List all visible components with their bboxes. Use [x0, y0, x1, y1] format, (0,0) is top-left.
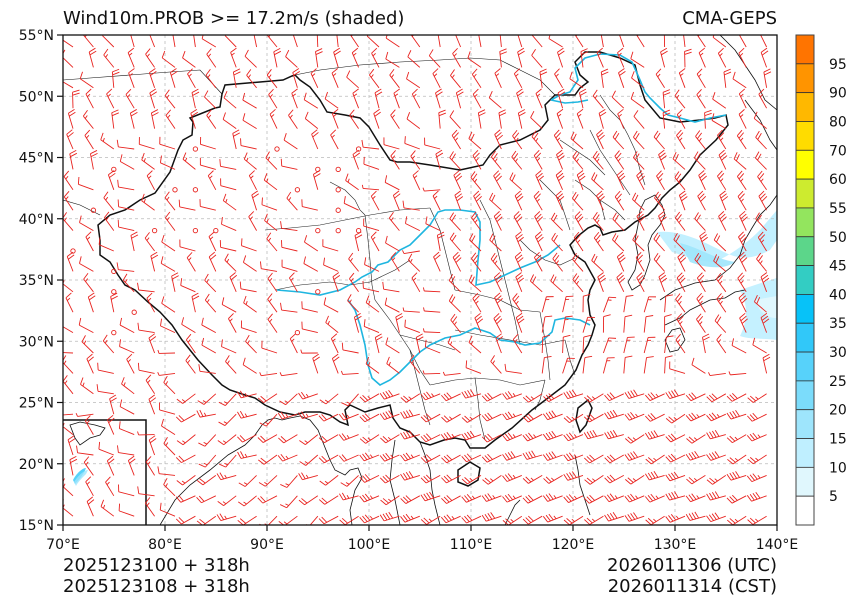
x-tick-label: 140°E	[756, 537, 799, 553]
x-tick-label: 90°E	[250, 537, 284, 553]
model-name: CMA-GEPS	[682, 8, 777, 29]
axis-ticks: 70°E 80°E 90°E 100°E 110°E 120°E 130°E 140°E 15°…	[19, 28, 799, 553]
colorbar-label: 55	[829, 201, 847, 217]
colorbar-bin	[795, 438, 815, 468]
colorbar-label: 15	[829, 432, 847, 448]
colorbar-label: 30	[829, 345, 847, 361]
valid-cst: 2026011314 (CST)	[607, 576, 777, 597]
x-tick-label: 110°E	[450, 537, 493, 553]
colorbar-bin	[795, 34, 815, 65]
init-cst: 2025123108 + 318h	[63, 576, 250, 597]
colorbar-label: 25	[829, 374, 847, 390]
colorbar-bin	[795, 294, 815, 324]
colorbar-bin	[795, 495, 815, 526]
province-borders	[264, 94, 646, 441]
y-tick-label: 50°N	[19, 89, 54, 105]
x-tick-label: 120°E	[552, 537, 595, 553]
colorbar-bin	[795, 63, 815, 94]
y-tick-label: 15°N	[19, 518, 54, 534]
colorbar-bin	[795, 207, 815, 238]
colorbar-label: 70	[829, 143, 847, 159]
colorbar-bin	[795, 236, 815, 266]
colorbar-bin	[795, 380, 815, 411]
init-utc: 2025123100 + 318h	[63, 555, 250, 576]
colorbar-label: 35	[829, 316, 847, 332]
colorbar-label: 60	[829, 172, 847, 188]
colorbar-label: 45	[829, 259, 847, 275]
colorbar-bin	[795, 121, 815, 151]
y-tick-label: 35°N	[19, 273, 54, 289]
valid-time: 2026011306 (UTC) 2026011314 (CST)	[607, 555, 777, 597]
x-tick-label: 80°E	[148, 537, 182, 553]
colorbar-label: 50	[829, 230, 847, 246]
map-title: Wind10m.PROB >= 17.2m/s (shaded)	[63, 8, 405, 29]
colorbar-label: 95	[829, 57, 847, 73]
gridlines	[63, 35, 777, 525]
colorbar-label: 80	[829, 114, 847, 130]
colorbar-bin	[795, 92, 815, 122]
colorbar-bin	[795, 149, 815, 180]
x-tick-label: 100°E	[348, 537, 391, 553]
probability-shading	[73, 210, 777, 486]
colorbar-bin	[795, 265, 815, 295]
y-tick-label: 55°N	[19, 28, 54, 44]
init-time: 2025123100 + 318h 2025123108 + 318h	[63, 555, 250, 597]
colorbar-bin	[795, 178, 815, 209]
y-tick-label: 40°N	[19, 212, 54, 228]
colorbar-bin	[795, 351, 815, 382]
wind-barbs	[63, 35, 772, 525]
colorbar: 95 90 80 70 60 55 50 45 40 35 30 25 20 15 10 5	[795, 34, 847, 526]
y-tick-label: 30°N	[19, 334, 54, 350]
colorbar-label: 20	[829, 403, 847, 419]
colorbar-label: 5	[829, 489, 838, 505]
x-tick-label: 70°E	[46, 537, 80, 553]
y-tick-label: 45°N	[19, 151, 54, 167]
colorbar-label: 40	[829, 287, 847, 303]
colorbar-bin	[795, 409, 815, 439]
y-tick-label: 25°N	[19, 396, 54, 412]
y-tick-label: 20°N	[19, 457, 54, 473]
valid-utc: 2026011306 (UTC)	[607, 555, 777, 576]
x-tick-label: 130°E	[654, 537, 697, 553]
colorbar-label: 10	[829, 460, 847, 476]
colorbar-bin	[795, 466, 815, 497]
colorbar-label: 90	[829, 86, 847, 102]
colorbar-bin	[795, 322, 815, 353]
